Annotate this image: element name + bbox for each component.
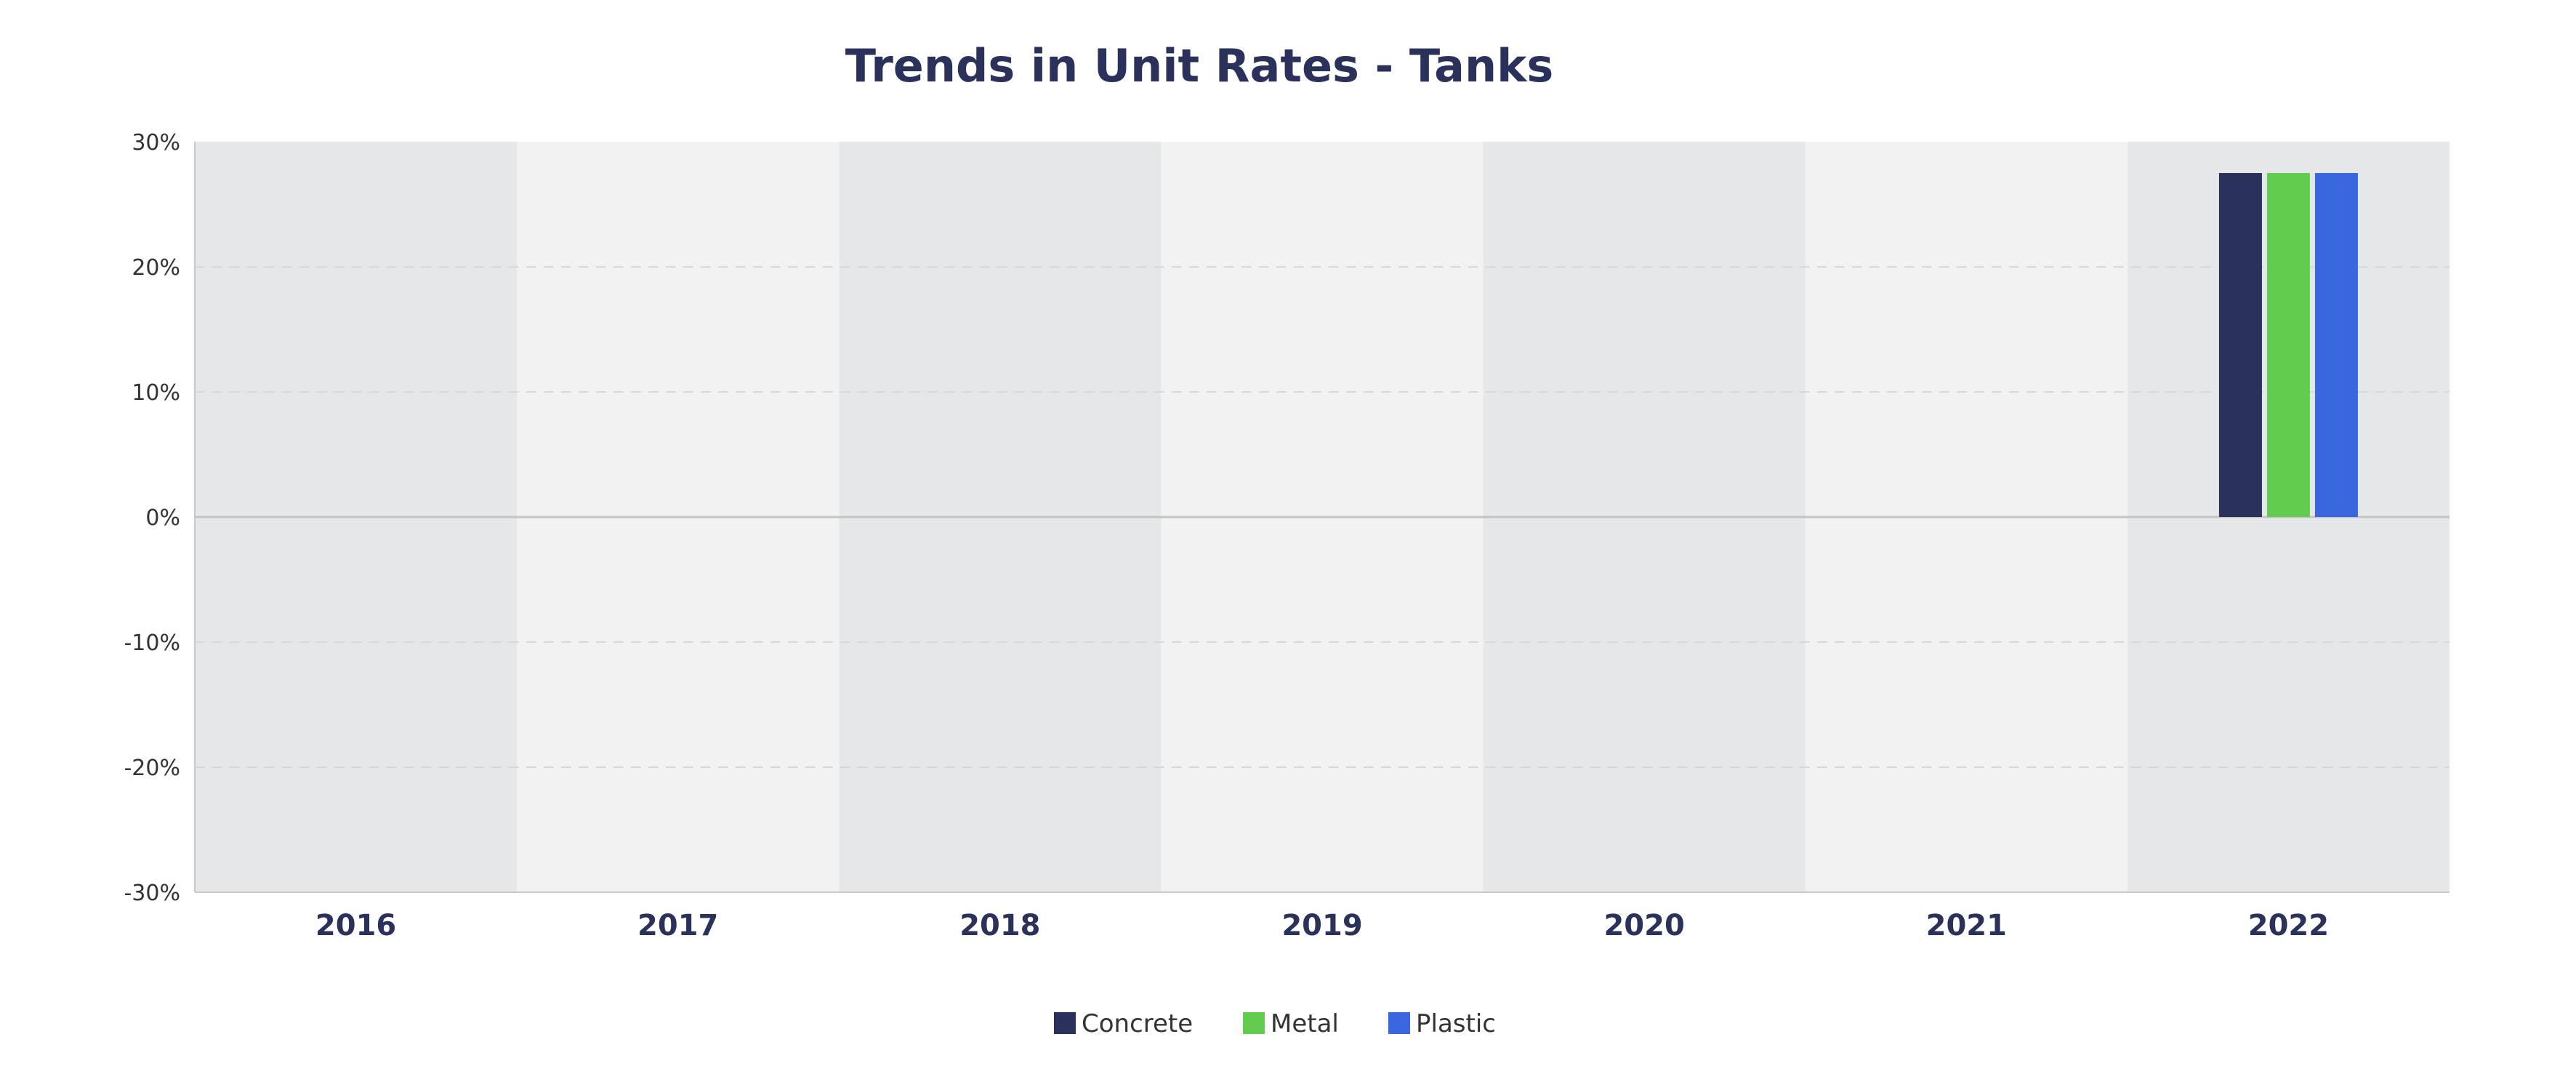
bars — [2218, 173, 2358, 517]
axes — [194, 142, 2450, 893]
bar-metal-2022[interactable] — [2266, 173, 2310, 517]
legend-label: Concrete — [1082, 1009, 1193, 1038]
x-tick-label: 2016 — [315, 909, 396, 942]
legend-item-metal[interactable]: Metal — [1243, 1009, 1339, 1038]
bar-plastic-2022[interactable] — [2314, 173, 2358, 517]
legend-item-concrete[interactable]: Concrete — [1054, 1009, 1193, 1038]
chart-title: Trends in Unit Rates - Tanks — [845, 39, 1554, 92]
y-tick-label: 20% — [132, 255, 180, 281]
legend-label: Plastic — [1416, 1009, 1496, 1038]
legend[interactable]: Concrete Metal Plastic — [1054, 1009, 1496, 1038]
legend-swatch — [1388, 1012, 1410, 1034]
y-tick-label: 30% — [132, 130, 180, 156]
x-tick-label: 2017 — [637, 909, 718, 942]
y-axis-ticks: 30% 20% 10% 0% -10% -20% -30% — [124, 130, 180, 906]
bar-concrete-2022[interactable] — [2218, 173, 2262, 517]
x-tick-label: 2021 — [1926, 909, 2007, 942]
x-tick-label: 2022 — [2248, 909, 2329, 942]
y-tick-label: -20% — [124, 756, 180, 781]
x-tick-label: 2018 — [959, 909, 1040, 942]
gridlines — [195, 266, 2450, 768]
y-tick-label: 0% — [145, 505, 180, 531]
legend-swatch — [1054, 1012, 1076, 1034]
legend-swatch — [1243, 1012, 1265, 1034]
x-tick-label: 2020 — [1603, 909, 1684, 942]
y-tick-label: 10% — [132, 380, 180, 406]
legend-item-plastic[interactable]: Plastic — [1388, 1009, 1496, 1038]
x-tick-label: 2019 — [1281, 909, 1362, 942]
y-tick-label: -10% — [124, 630, 180, 656]
legend-label: Metal — [1271, 1009, 1339, 1038]
y-tick-label: -30% — [124, 881, 180, 906]
x-axis-ticks: 2016 2017 2018 2019 2020 2021 2022 — [315, 909, 2329, 942]
